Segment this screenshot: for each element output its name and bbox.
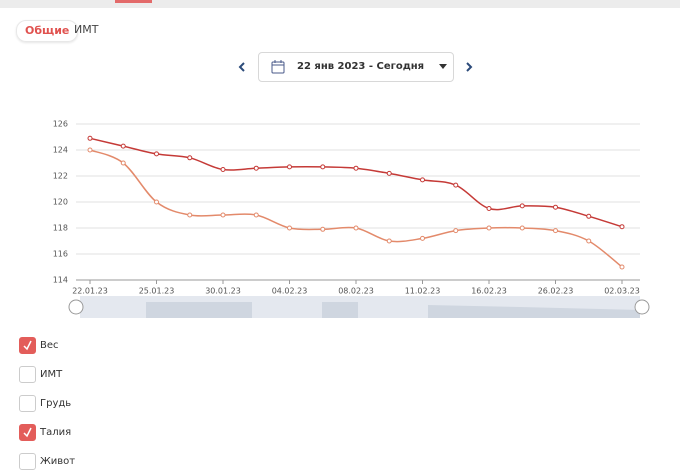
point (619, 264, 625, 270)
checkbox[interactable] (19, 337, 36, 354)
checkbox[interactable] (19, 395, 36, 412)
point (187, 155, 193, 161)
x-tick-label: 11.02.23 (405, 287, 441, 296)
prev-button[interactable] (236, 60, 248, 74)
x-tick-label: 08.02.23 (338, 287, 374, 296)
point (253, 212, 259, 218)
point (420, 235, 425, 241)
y-tick-label: 126 (53, 120, 68, 129)
y-tick-label: 116 (53, 250, 68, 259)
navigator-series (146, 302, 252, 318)
point (586, 213, 592, 219)
top-bar (0, 0, 680, 8)
point (519, 203, 525, 209)
point (519, 225, 525, 231)
point (486, 225, 492, 231)
date-range: 22 янв 2023 - Сегодня (297, 61, 425, 72)
point (320, 226, 326, 232)
checkbox-label[interactable]: Грудь (40, 398, 72, 409)
navigator-handle[interactable] (68, 299, 84, 315)
chart: 114 116 118 120 122 124 126 22.01.23 25.01.23 30.… (53, 120, 650, 318)
point (120, 160, 126, 166)
active-indicator (115, 0, 152, 3)
point (420, 177, 425, 183)
point (220, 167, 226, 172)
navigator-series (322, 302, 358, 318)
point (287, 225, 292, 231)
card (0, 10, 676, 472)
navigator-handle[interactable] (634, 299, 650, 315)
check-mark (23, 340, 32, 351)
point (154, 151, 159, 157)
point (187, 212, 193, 218)
point (553, 228, 558, 234)
point (619, 224, 625, 230)
calendar-icon (271, 60, 285, 74)
point (87, 135, 93, 141)
point (120, 143, 126, 149)
y-tick-label: 118 (53, 224, 68, 233)
x-tick-label: 02.03.23 (604, 287, 640, 296)
point (353, 225, 359, 231)
y-tick-label: 120 (53, 198, 68, 207)
x-tick-label: 16.02.23 (471, 287, 507, 296)
point (586, 238, 592, 244)
point (486, 206, 492, 211)
y-tick-label: 114 (53, 276, 68, 285)
x-tick-label: 30.01.23 (205, 287, 241, 296)
check-mark (23, 427, 32, 438)
point (287, 164, 292, 170)
point (386, 238, 392, 244)
point (320, 164, 326, 170)
checkbox-label[interactable]: ИМТ (40, 369, 63, 380)
point (87, 147, 93, 153)
point (154, 199, 159, 205)
date-picker[interactable]: 22 янв 2023 - Сегодня (258, 52, 454, 82)
checkbox[interactable] (19, 424, 36, 441)
dropdown-arrow (439, 64, 447, 69)
checkbox[interactable] (19, 366, 36, 383)
point (553, 204, 558, 210)
x-tick-label: 22.01.23 (72, 287, 108, 296)
next-button[interactable] (463, 60, 475, 74)
checkbox-label[interactable]: Вес (40, 340, 59, 351)
point (220, 212, 226, 218)
checkbox-label[interactable]: Живот (40, 456, 76, 467)
tab[interactable]: Общие (16, 20, 79, 42)
y-tick-label: 122 (53, 172, 68, 181)
series-line (89, 137, 623, 228)
x-tick-label: 26.02.23 (538, 287, 574, 296)
x-tick-label: 04.02.23 (272, 287, 308, 296)
point (453, 228, 459, 234)
tab[interactable]: ИМТ (74, 23, 99, 36)
x-tick-label: 25.01.23 (139, 287, 175, 296)
point (386, 170, 392, 176)
navigator-series (428, 305, 640, 318)
checkbox-label[interactable]: Талия (40, 427, 72, 438)
checkbox[interactable] (19, 453, 36, 470)
y-tick-label: 124 (53, 146, 68, 155)
point (453, 182, 459, 188)
point (353, 165, 359, 171)
point (253, 165, 259, 171)
